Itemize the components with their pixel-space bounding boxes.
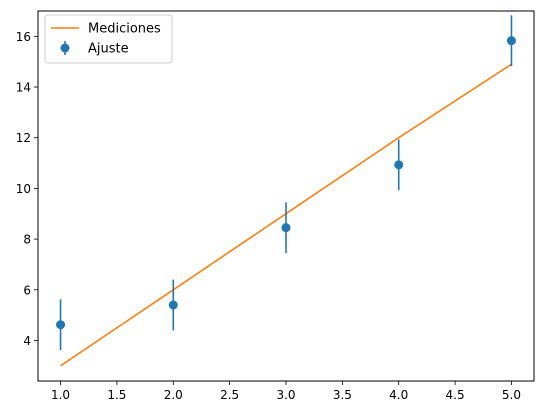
ajuste-point [282, 223, 291, 232]
ajuste-point [507, 36, 516, 45]
y-tick-label: 6 [23, 283, 31, 297]
ajuste-point [169, 300, 178, 309]
x-tick-label: 5.0 [502, 388, 521, 402]
x-tick-label: 3.5 [333, 388, 352, 402]
axis-ticks: 1.0 1.5 2.0 2.5 3.0 3.5 4.0 4.5 5.0 4 6 8 10 12 14 16 [16, 30, 521, 402]
ajuste-point [394, 160, 403, 169]
ajuste-point [56, 320, 65, 329]
y-tick-label: 16 [16, 30, 31, 44]
legend-label-mediciones: Mediciones [88, 22, 161, 37]
legend-label-ajuste: Ajuste [88, 42, 129, 57]
axes-frame [38, 11, 534, 381]
x-tick-label: 1.0 [51, 388, 70, 402]
x-tick-label: 1.5 [107, 388, 126, 402]
y-tick-label: 12 [16, 131, 31, 145]
x-tick-label: 4.0 [389, 388, 408, 402]
y-tick-label: 10 [16, 182, 31, 196]
x-tick-label: 3.0 [276, 388, 295, 402]
x-tick-label: 4.5 [446, 388, 465, 402]
x-tick-label: 2.5 [220, 388, 239, 402]
y-tick-label: 4 [23, 334, 31, 348]
legend: Mediciones Ajuste [45, 15, 172, 63]
y-tick-label: 14 [16, 81, 31, 95]
x-tick-label: 2.0 [164, 388, 183, 402]
plot-area [56, 15, 516, 365]
legend-marker-swatch [61, 44, 70, 53]
y-tick-label: 8 [23, 233, 31, 247]
